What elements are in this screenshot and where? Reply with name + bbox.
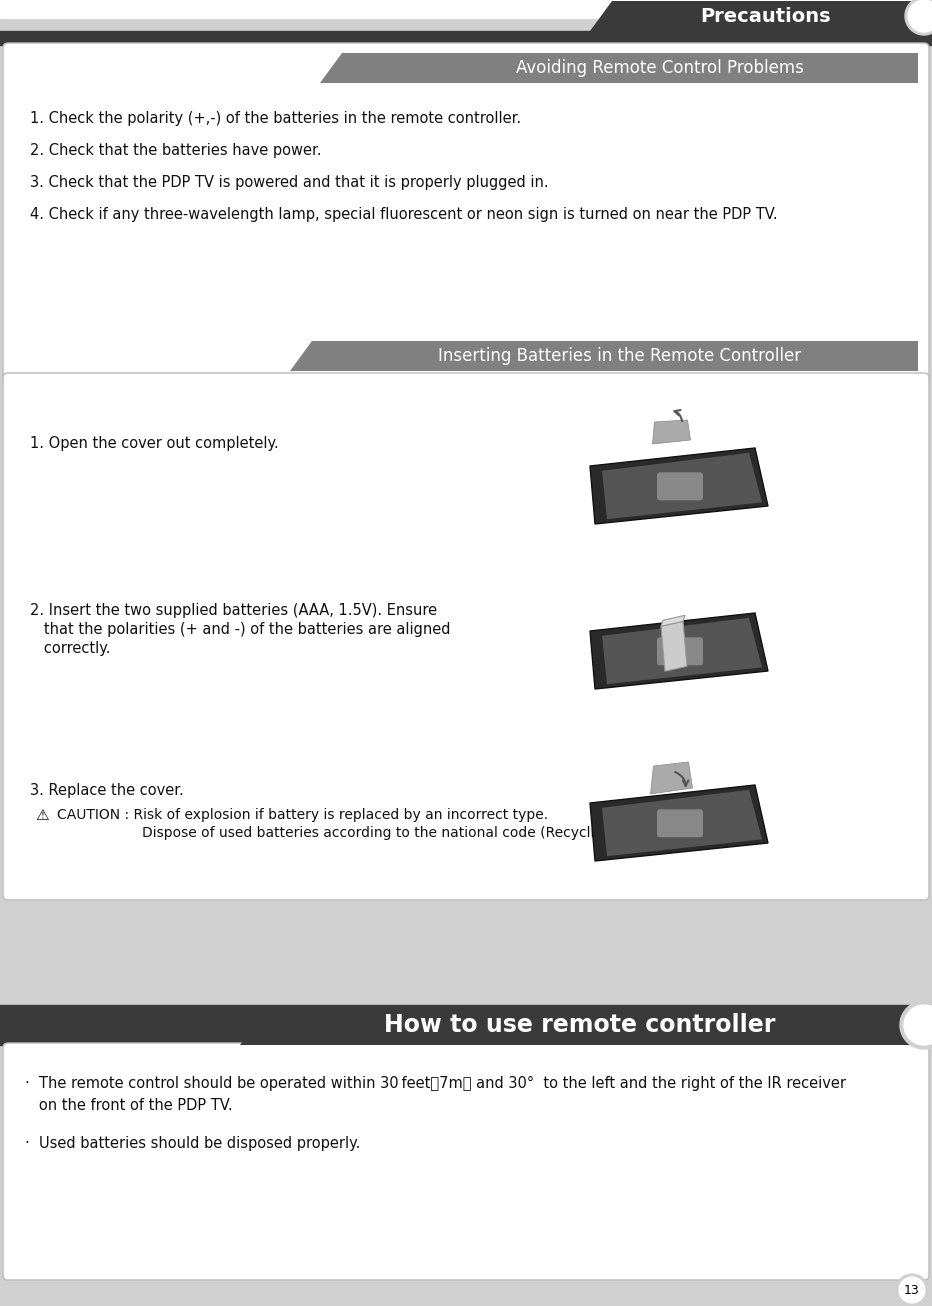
Text: 3. Replace the cover.: 3. Replace the cover. <box>30 784 184 798</box>
Text: correctly.: correctly. <box>30 641 111 656</box>
Text: Precautions: Precautions <box>701 7 831 26</box>
Circle shape <box>899 1277 925 1303</box>
Polygon shape <box>590 448 768 524</box>
Text: Inserting Batteries in the Remote Controller: Inserting Batteries in the Remote Contro… <box>438 347 802 364</box>
Text: on the front of the PDP TV.: on the front of the PDP TV. <box>25 1098 233 1113</box>
Text: 3. Check that the PDP TV is powered and that it is properly plugged in.: 3. Check that the PDP TV is powered and … <box>30 175 549 189</box>
Polygon shape <box>590 785 768 861</box>
Text: Dispose of used batteries according to the national code (Recycling program).: Dispose of used batteries according to t… <box>142 825 686 840</box>
Polygon shape <box>602 618 762 684</box>
Polygon shape <box>602 790 762 857</box>
Text: 1. Open the cover out completely.: 1. Open the cover out completely. <box>30 436 279 451</box>
Polygon shape <box>590 613 768 690</box>
Text: ⚠: ⚠ <box>35 808 48 823</box>
Text: 2. Insert the two supplied batteries (AAA, 1.5V). Ensure: 2. Insert the two supplied batteries (AA… <box>30 603 437 618</box>
Text: CAUTION : Risk of explosion if battery is replaced by an incorrect type.: CAUTION : Risk of explosion if battery i… <box>57 808 548 821</box>
Circle shape <box>904 1006 932 1045</box>
FancyBboxPatch shape <box>3 43 929 380</box>
Polygon shape <box>240 1006 914 1045</box>
Polygon shape <box>590 1 912 31</box>
Circle shape <box>905 0 932 35</box>
Polygon shape <box>651 761 692 794</box>
Circle shape <box>896 1273 928 1306</box>
Text: ·  Used batteries should be disposed properly.: · Used batteries should be disposed prop… <box>25 1136 361 1151</box>
Text: 1. Check the polarity (+,-) of the batteries in the remote controller.: 1. Check the polarity (+,-) of the batte… <box>30 111 521 125</box>
Text: 2. Check that the batteries have power.: 2. Check that the batteries have power. <box>30 142 322 158</box>
FancyBboxPatch shape <box>3 1043 929 1280</box>
Polygon shape <box>652 421 691 444</box>
Text: Avoiding Remote Control Problems: Avoiding Remote Control Problems <box>516 59 804 77</box>
Polygon shape <box>602 453 762 520</box>
Text: that the polarities (+ and -) of the batteries are aligned: that the polarities (+ and -) of the bat… <box>30 622 450 637</box>
Circle shape <box>908 0 932 33</box>
FancyBboxPatch shape <box>657 637 703 665</box>
Polygon shape <box>661 622 687 671</box>
Polygon shape <box>661 615 685 627</box>
FancyBboxPatch shape <box>657 473 703 500</box>
Text: ·  The remote control should be operated within 30 feet（7m） and 30°  to the left: · The remote control should be operated … <box>25 1076 846 1091</box>
Text: 13: 13 <box>904 1284 920 1297</box>
Circle shape <box>900 1000 932 1049</box>
Polygon shape <box>290 341 918 371</box>
FancyBboxPatch shape <box>3 374 929 900</box>
FancyBboxPatch shape <box>657 810 703 837</box>
Text: How to use remote controller: How to use remote controller <box>384 1013 775 1037</box>
Text: 4. Check if any three-wavelength lamp, special fluorescent or neon sign is turne: 4. Check if any three-wavelength lamp, s… <box>30 206 777 222</box>
Polygon shape <box>320 54 918 84</box>
